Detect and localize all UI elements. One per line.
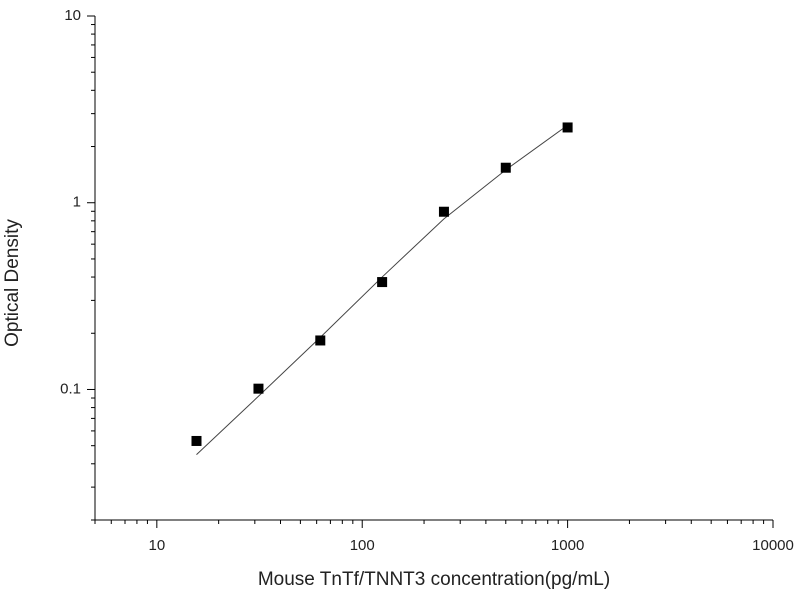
point: [315, 335, 326, 346]
y-tick-label: 0.1: [60, 380, 81, 397]
point: [438, 206, 449, 217]
y-tick-label: 1: [73, 194, 81, 211]
x-tick-label: 100: [350, 537, 375, 554]
fit-curve: [196, 124, 568, 455]
x-axis-title: Mouse TnTf/TNNT3 concentration(pg/mL): [258, 569, 610, 590]
point: [191, 435, 202, 446]
x-tick-label: 1000: [551, 537, 584, 554]
y-tick-label: 10: [64, 7, 81, 24]
point: [253, 383, 264, 394]
point: [377, 277, 388, 288]
point: [562, 122, 573, 133]
x-tick-label: 10: [148, 537, 165, 554]
point: [500, 162, 511, 173]
y-axis-title: Optical Density: [2, 219, 23, 347]
x-tick-label: 10000: [752, 537, 794, 554]
